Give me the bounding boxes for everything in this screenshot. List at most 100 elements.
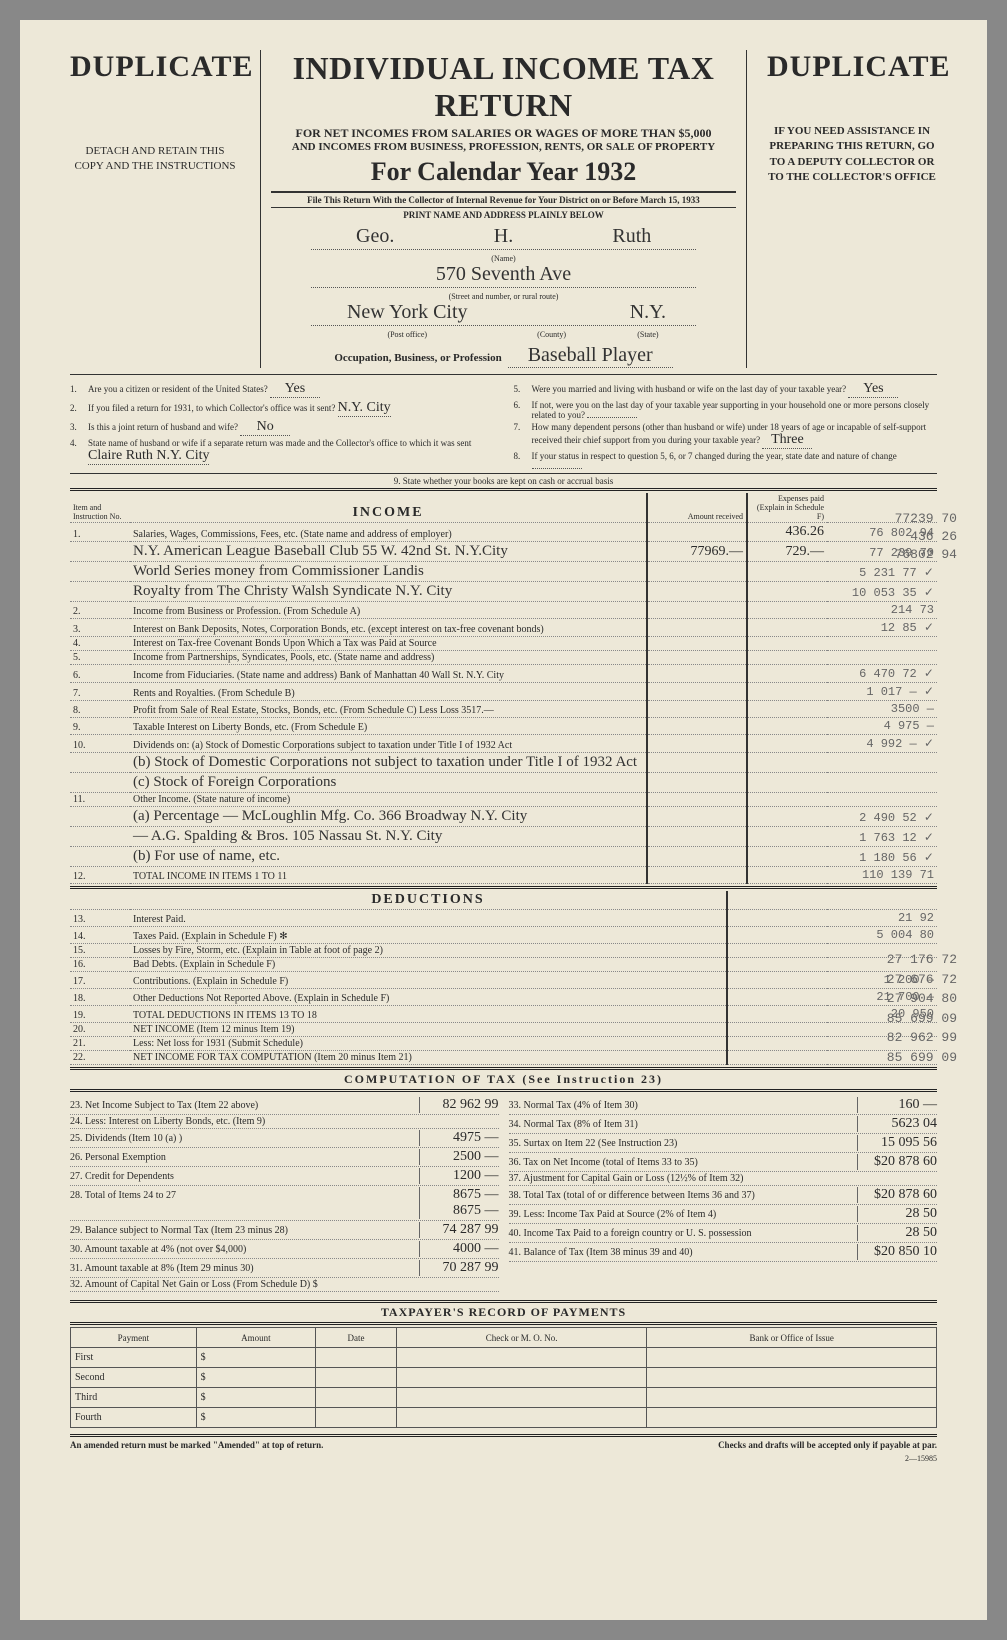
- computation-row: 28. Total of Items 24 to 278675 — 8675 —: [70, 1186, 499, 1221]
- income-row: 4.Interest on Tax-free Covenant Bonds Up…: [70, 637, 937, 651]
- computation-left: 23. Net Income Subject to Tax (Item 22 a…: [70, 1096, 499, 1292]
- computation-row: 23. Net Income Subject to Tax (Item 22 a…: [70, 1096, 499, 1115]
- income-row: 5.Income from Partnerships, Syndicates, …: [70, 651, 937, 665]
- income-row: (c) Stock of Foreign Corporations: [70, 773, 937, 793]
- street-line: 570 Seventh Ave: [311, 263, 696, 288]
- computation-row: 26. Personal Exemption2500 —: [70, 1148, 499, 1167]
- street-label: (Street and number, or rural route): [311, 292, 696, 301]
- deductions-margin-notes: 27 176 7227 676 7227 904 8085 699 0982 9…: [887, 950, 957, 1067]
- record-header: TAXPAYER'S RECORD OF PAYMENTS: [70, 1300, 937, 1325]
- income-row: World Series money from Commissioner Lan…: [70, 562, 937, 582]
- questions-right: 5.Were you married and living with husba…: [514, 381, 938, 473]
- name-block: Geo. H. Ruth (Name) 570 Seventh Ave (Str…: [311, 225, 696, 339]
- deduction-row: 17.Contributions. (Explain in Schedule F…: [70, 972, 937, 989]
- year-title: For Calendar Year 1932: [271, 157, 736, 187]
- deduction-row: 13.Interest Paid.21 92: [70, 910, 937, 927]
- income-row: — A.G. Spalding & Bros. 105 Nassau St. N…: [70, 827, 937, 847]
- taxpayer-record: TAXPAYER'S RECORD OF PAYMENTS PaymentAmo…: [70, 1300, 937, 1428]
- deduction-row: 20.NET INCOME (Item 12 minus Item 19): [70, 1023, 937, 1037]
- city: New York City: [311, 301, 504, 324]
- assistance-note: IF YOU NEED ASSISTANCE IN PREPARING THIS…: [767, 124, 937, 186]
- form-number: 2—15985: [70, 1454, 937, 1463]
- print-note: PRINT NAME AND ADDRESS PLAINLY BELOW: [271, 210, 736, 220]
- deductions-table: DEDUCTIONS 13.Interest Paid.21 9214.Taxe…: [70, 891, 937, 1065]
- duplicate-stamp-left: DUPLICATE: [70, 50, 240, 84]
- question-item: 1.Are you a citizen or resident of the U…: [70, 381, 494, 398]
- deductions-header: DEDUCTIONS: [130, 891, 727, 910]
- name-line: Geo. H. Ruth: [311, 225, 696, 250]
- occupation: Baseball Player: [508, 344, 673, 368]
- payment-row: Third$: [71, 1388, 937, 1408]
- subtitle-2: AND INCOMES FROM BUSINESS, PROFESSION, R…: [271, 141, 736, 153]
- deduction-row: 18.Other Deductions Not Reported Above. …: [70, 989, 937, 1006]
- city-labels: (Post office) (County) (State): [311, 330, 696, 339]
- question-item: 4.State name of husband or wife if a sep…: [70, 438, 494, 465]
- computation-row: 34. Normal Tax (8% of Item 31)5623 04: [509, 1115, 938, 1134]
- income-row: (b) Stock of Domestic Corporations not s…: [70, 753, 937, 773]
- income-row: 3.Interest on Bank Deposits, Notes, Corp…: [70, 619, 937, 637]
- duplicate-stamp-right: DUPLICATE: [767, 50, 937, 84]
- computation-row: 36. Tax on Net Income (total of Items 33…: [509, 1153, 938, 1172]
- center-header: INDIVIDUAL INCOME TAX RETURN FOR NET INC…: [260, 50, 747, 368]
- computation-row: 35. Surtax on Item 22 (See Instruction 2…: [509, 1134, 938, 1153]
- questions-left: 1.Are you a citizen or resident of the U…: [70, 381, 494, 473]
- state: N.Y.: [600, 301, 696, 324]
- computation-row: 27. Credit for Dependents1200 —: [70, 1167, 499, 1186]
- payments-header-row: PaymentAmountDateCheck or M. O. No.Bank …: [71, 1328, 937, 1348]
- payment-row: Fourth$: [71, 1408, 937, 1428]
- computation-row: 24. Less: Interest on Liberty Bonds, etc…: [70, 1115, 499, 1129]
- income-table: Item and Instruction No. INCOME Amount r…: [70, 493, 937, 884]
- question-item: 3.Is this a joint return of husband and …: [70, 419, 494, 436]
- computation-right: 33. Normal Tax (4% of Item 30)160 —34. N…: [509, 1096, 938, 1292]
- income-row: (a) Percentage — McLoughlin Mfg. Co. 366…: [70, 807, 937, 827]
- income-row: N.Y. American League Baseball Club 55 W.…: [70, 542, 937, 562]
- deduction-row: 14.Taxes Paid. (Explain in Schedule F) ✻…: [70, 927, 937, 944]
- right-col: DUPLICATE IF YOU NEED ASSISTANCE IN PREP…: [767, 50, 937, 186]
- question-item: 5.Were you married and living with husba…: [514, 381, 938, 398]
- footer-left: An amended return must be marked "Amende…: [70, 1440, 323, 1450]
- left-col: DUPLICATE DETACH AND RETAIN THIS COPY AN…: [70, 50, 240, 175]
- income-row: 8.Profit from Sale of Real Estate, Stock…: [70, 701, 937, 718]
- occupation-line: Occupation, Business, or Profession Base…: [271, 344, 736, 368]
- computation-header: COMPUTATION OF TAX (See Instruction 23): [70, 1072, 937, 1087]
- income-row: (b) For use of name, etc.1 180 56 ✓: [70, 847, 937, 867]
- computation-row: 33. Normal Tax (4% of Item 30)160 —: [509, 1096, 938, 1115]
- income-row: 6.Income from Fiduciaries. (State name a…: [70, 665, 937, 683]
- computation-row: 31. Amount taxable at 8% (Item 29 minus …: [70, 1259, 499, 1278]
- income-row: 7.Rents and Royalties. (From Schedule B)…: [70, 683, 937, 701]
- computation-row: 29. Balance subject to Normal Tax (Item …: [70, 1221, 499, 1240]
- computation-row: 39. Less: Income Tax Paid at Source (2% …: [509, 1205, 938, 1224]
- computation-row: 37. Ajustment for Capital Gain or Loss (…: [509, 1172, 938, 1186]
- computation-row: 25. Dividends (Item 10 (a) )4975 —: [70, 1129, 499, 1148]
- subtitle-1: FOR NET INCOMES FROM SALARIES OR WAGES O…: [271, 126, 736, 141]
- city-line: New York City N.Y.: [311, 301, 696, 326]
- computation-row: 40. Income Tax Paid to a foreign country…: [509, 1224, 938, 1243]
- deduction-row: 22.NET INCOME FOR TAX COMPUTATION (Item …: [70, 1051, 937, 1065]
- tax-form-page: DUPLICATE DETACH AND RETAIN THIS COPY AN…: [20, 20, 987, 1620]
- income-row: 2.Income from Business or Profession. (F…: [70, 602, 937, 619]
- main-title: INDIVIDUAL INCOME TAX RETURN: [271, 50, 736, 124]
- income-margin-notes: 77239 70436 2676802 94: [895, 510, 957, 565]
- payment-row: Second$: [71, 1368, 937, 1388]
- footer: An amended return must be marked "Amende…: [70, 1434, 937, 1450]
- question-item: 2.If you filed a return for 1931, to whi…: [70, 400, 494, 417]
- income-row: 10.Dividends on: (a) Stock of Domestic C…: [70, 735, 937, 753]
- middle-name: H.: [439, 225, 567, 248]
- question-item: 7.How many dependent persons (other than…: [514, 422, 938, 449]
- computation-row: 30. Amount taxable at 4% (not over $4,00…: [70, 1240, 499, 1259]
- footer-right: Checks and drafts will be accepted only …: [718, 1440, 937, 1450]
- question-item: 8.If your status in respect to question …: [514, 451, 938, 471]
- file-note: File This Return With the Collector of I…: [271, 191, 736, 208]
- computation-row: 38. Total Tax (total of or difference be…: [509, 1186, 938, 1205]
- header-row: DUPLICATE DETACH AND RETAIN THIS COPY AN…: [70, 50, 937, 368]
- deduction-row: 19.TOTAL DEDUCTIONS IN ITEMS 13 TO 1820 …: [70, 1006, 937, 1023]
- income-row: 1.Salaries, Wages, Commissions, Fees, et…: [70, 523, 937, 542]
- payment-row: First$: [71, 1348, 937, 1368]
- question-9: 9. State whether your books are kept on …: [70, 473, 937, 486]
- first-name: Geo.: [311, 225, 439, 248]
- income-row: Royalty from The Christy Walsh Syndicate…: [70, 582, 937, 602]
- income-row: 11.Other Income. (State nature of income…: [70, 793, 937, 807]
- last-name: Ruth: [568, 225, 696, 248]
- payments-table: PaymentAmountDateCheck or M. O. No.Bank …: [70, 1327, 937, 1428]
- questions-block: 1.Are you a citizen or resident of the U…: [70, 381, 937, 473]
